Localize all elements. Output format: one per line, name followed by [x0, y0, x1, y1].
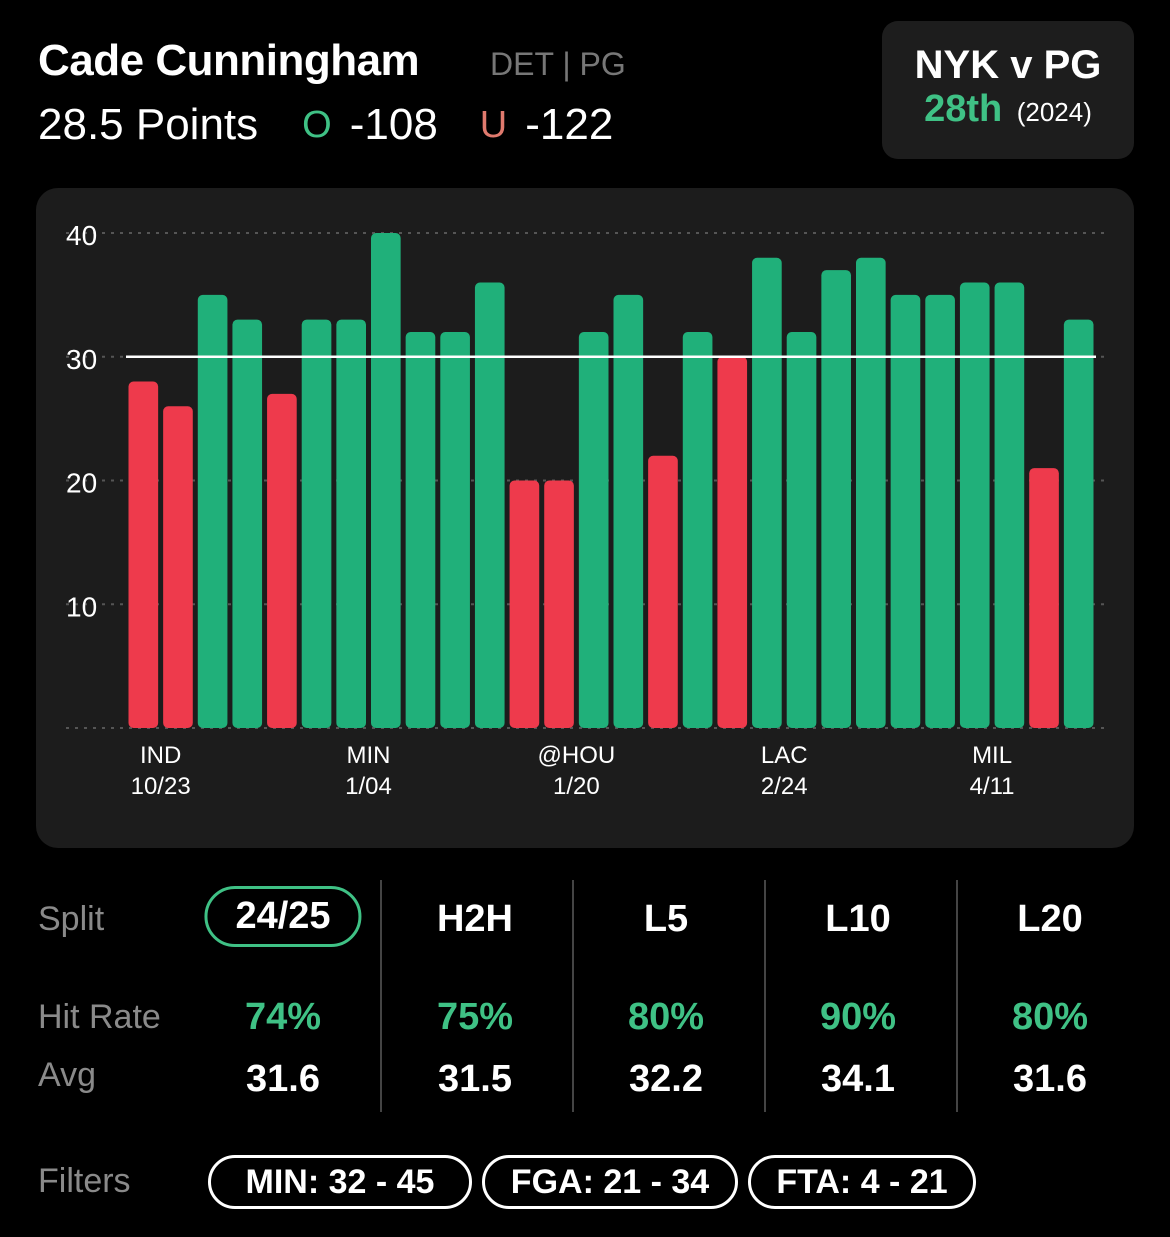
- bar: [267, 393, 297, 728]
- filter-pill[interactable]: MIN: 32 - 45: [208, 1155, 472, 1209]
- avg-value: 31.6: [246, 1058, 320, 1100]
- bar: [717, 356, 748, 728]
- x-tick-date: 1/04: [345, 773, 392, 800]
- split-tab[interactable]: L20: [1017, 898, 1083, 940]
- hit-rate-value: 74%: [244, 996, 322, 1038]
- bar: [474, 282, 505, 728]
- x-tick-date: 10/23: [131, 773, 191, 800]
- matchup-year: (2024): [1016, 97, 1092, 127]
- x-tick-team: LAC: [761, 742, 808, 769]
- bar: [1029, 468, 1059, 728]
- bar: [1063, 319, 1094, 728]
- bar: [856, 257, 886, 728]
- matchup-title: NYK v PG: [914, 43, 1102, 87]
- bar: [578, 332, 609, 728]
- bar: [509, 480, 540, 728]
- bar: [821, 270, 851, 728]
- bar: [648, 455, 678, 728]
- bar: [405, 332, 436, 728]
- bar: [440, 332, 470, 728]
- bar: [163, 406, 193, 728]
- hit-rate-value: 80%: [1011, 996, 1089, 1038]
- x-tick-date: 2/24: [761, 773, 808, 800]
- column-divider: [956, 880, 958, 1112]
- avg-value: 34.1: [821, 1058, 895, 1100]
- filters-label: Filters: [38, 1162, 131, 1200]
- bar: [959, 282, 990, 728]
- splits-table: Split Hit Rate Avg 24/25 74% 31.6 H2H 75% 31.5 L5…: [0, 880, 1170, 1120]
- y-tick-label: 10: [66, 591, 97, 622]
- points-bar-chart: 10 20 30 40 IND 10/23 MIN 1/04 @HOU 1/20 LAC 2/24 MI…: [66, 220, 1106, 800]
- bar: [336, 319, 366, 728]
- hit-rate-value: 90%: [819, 996, 897, 1038]
- bar: [786, 332, 817, 728]
- bar: [682, 332, 713, 728]
- hit-rate-value: 80%: [627, 996, 705, 1038]
- over-odds[interactable]: -108: [349, 100, 438, 149]
- y-tick-label: 40: [66, 220, 97, 251]
- bar: [301, 319, 332, 728]
- avg-value: 32.2: [629, 1058, 703, 1100]
- y-tick-label: 30: [66, 344, 97, 375]
- split-tab[interactable]: H2H: [436, 898, 514, 940]
- split-tab[interactable]: L5: [643, 898, 689, 940]
- x-tick-team: @HOU: [538, 742, 616, 769]
- filter-pill[interactable]: FTA: 4 - 21: [748, 1155, 976, 1209]
- bar: [544, 480, 574, 728]
- column-divider: [572, 880, 574, 1112]
- over-icon: O: [302, 103, 332, 146]
- bar: [890, 294, 921, 728]
- prop-line-label: 28.5 Points: [38, 100, 259, 149]
- matchup-rank: 28th: [924, 88, 1003, 130]
- split-label: Split: [38, 900, 105, 938]
- avg-value: 31.5: [438, 1058, 512, 1100]
- split-tab[interactable]: L10: [825, 898, 891, 940]
- bar: [613, 294, 644, 728]
- x-tick-team: IND: [140, 742, 181, 769]
- chart-card: 10 20 30 40 IND 10/23 MIN 1/04 @HOU 1/20 LAC 2/24 MI…: [36, 188, 1134, 848]
- hit-rate-label: Hit Rate: [38, 998, 161, 1036]
- x-tick-team: MIL: [972, 742, 1012, 769]
- bar: [197, 294, 228, 728]
- avg-value: 31.6: [1013, 1058, 1087, 1100]
- column-divider: [380, 880, 382, 1112]
- bar: [752, 257, 782, 728]
- hit-rate-value: 75%: [436, 996, 514, 1038]
- filter-pill[interactable]: FGA: 21 - 34: [482, 1155, 738, 1209]
- bar: [128, 381, 159, 728]
- bar: [371, 233, 401, 728]
- avg-label: Avg: [38, 1056, 96, 1094]
- under-icon: U: [479, 103, 508, 146]
- split-tab[interactable]: 24/25: [204, 886, 362, 947]
- column-divider: [764, 880, 766, 1112]
- bar: [232, 319, 263, 728]
- player-name: Cade Cunningham: [38, 36, 420, 85]
- x-tick-team: MIN: [347, 742, 391, 769]
- team-position: DET | PG: [490, 46, 626, 82]
- under-odds[interactable]: -122: [525, 100, 614, 149]
- x-tick-date: 1/20: [553, 773, 600, 800]
- x-tick-date: 4/11: [970, 773, 1015, 800]
- bar: [925, 294, 955, 728]
- y-tick-label: 20: [66, 468, 97, 499]
- prop-line-row: 28.5 Points O -108 U -122: [38, 100, 655, 150]
- matchup-card[interactable]: NYK v PG 28th (2024): [882, 21, 1134, 159]
- bar: [994, 282, 1025, 728]
